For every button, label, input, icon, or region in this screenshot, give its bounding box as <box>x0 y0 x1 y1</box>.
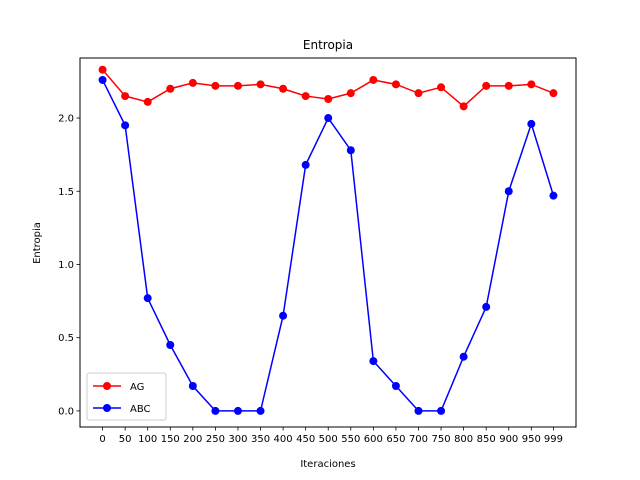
data-point-ag <box>527 80 536 89</box>
data-point-ag <box>346 89 355 98</box>
x-tick-label: 100 <box>138 434 157 445</box>
data-point-ag <box>256 80 265 89</box>
data-point-abc <box>166 341 175 349</box>
y-tick-label: 0.0 <box>58 406 74 417</box>
data-point-ag <box>211 81 220 90</box>
data-point-abc <box>233 406 242 415</box>
legend-label-abc: ABC <box>130 404 151 415</box>
data-point-ag <box>301 92 310 101</box>
data-point-ag <box>143 97 152 106</box>
y-axis-label: Entropia <box>32 222 43 264</box>
data-point-ag <box>482 81 491 90</box>
y-tick-label: 2.0 <box>58 114 74 125</box>
legend: AG ABC <box>86 372 167 421</box>
x-tick-label: 500 <box>319 434 338 445</box>
data-point-abc <box>301 160 310 169</box>
data-point-ag <box>279 84 288 93</box>
y-axis: 0.0 0.5 1.0 1.5 2.0 <box>58 114 80 417</box>
data-point-abc <box>346 146 355 155</box>
data-point-abc <box>98 75 107 84</box>
data-point-ag <box>98 65 107 74</box>
x-tick-label: 200 <box>183 434 202 445</box>
data-point-ag <box>324 95 333 103</box>
data-point-abc <box>143 294 152 303</box>
data-point-abc <box>369 357 378 366</box>
data-point-ag <box>414 89 423 98</box>
x-tick-label: 900 <box>499 434 518 445</box>
x-tick-label: 400 <box>274 434 293 445</box>
y-tick-label: 1.5 <box>58 187 74 198</box>
legend-label-ag: AG <box>130 382 144 393</box>
y-tick-label: 0.5 <box>58 333 74 344</box>
data-point-abc <box>324 114 333 123</box>
data-point-ag <box>504 81 513 90</box>
data-point-ag <box>233 81 242 90</box>
x-tick-label: 750 <box>432 434 451 445</box>
x-tick-label: 999 <box>544 434 563 445</box>
data-point-abc <box>391 382 400 390</box>
chart-title: Entropia <box>303 38 353 52</box>
data-point-ag <box>549 89 558 98</box>
x-axis: 0 50 100 150 200 250 300 350 400 450 500 550 600 650 7… <box>99 427 563 445</box>
y-tick-label: 1.0 <box>58 260 74 271</box>
data-point-abc <box>256 406 265 415</box>
data-point-ag <box>121 92 130 101</box>
x-axis-label: Iteraciones <box>300 459 355 470</box>
data-point-abc <box>504 187 513 196</box>
series-layer <box>98 65 558 415</box>
data-point-abc <box>459 352 468 361</box>
x-tick-label: 50 <box>119 434 132 445</box>
data-point-abc <box>279 311 288 320</box>
data-point-ag <box>391 80 400 89</box>
data-point-ag <box>459 102 468 111</box>
x-tick-label: 600 <box>364 434 383 445</box>
data-point-ag <box>437 83 446 92</box>
legend-marker-ag <box>103 382 111 390</box>
data-point-ag <box>166 84 175 93</box>
x-tick-label: 550 <box>341 434 360 445</box>
data-point-abc <box>211 406 220 415</box>
series-line-abc <box>101 79 555 412</box>
legend-marker-abc <box>103 404 111 412</box>
data-point-abc <box>414 406 423 415</box>
x-tick-label: 950 <box>522 434 541 445</box>
data-point-ag <box>188 78 197 87</box>
data-point-abc <box>482 302 491 311</box>
plot-area <box>79 57 577 428</box>
x-tick-label: 350 <box>251 434 270 445</box>
data-point-abc <box>188 382 197 390</box>
x-tick-label: 700 <box>409 434 428 445</box>
data-point-abc <box>437 406 446 415</box>
x-tick-label: 150 <box>161 434 180 445</box>
x-tick-label: 800 <box>454 434 473 445</box>
x-tick-label: 850 <box>477 434 496 445</box>
x-tick-label: 300 <box>228 434 247 445</box>
x-tick-label: 650 <box>386 434 405 445</box>
x-tick-label: 0 <box>99 434 105 445</box>
x-tick-label: 250 <box>206 434 225 445</box>
data-point-abc <box>121 121 130 130</box>
data-point-abc <box>527 119 536 128</box>
x-tick-label: 450 <box>296 434 315 445</box>
data-point-abc <box>549 191 558 200</box>
legend-box <box>86 372 167 421</box>
data-point-ag <box>369 75 378 84</box>
